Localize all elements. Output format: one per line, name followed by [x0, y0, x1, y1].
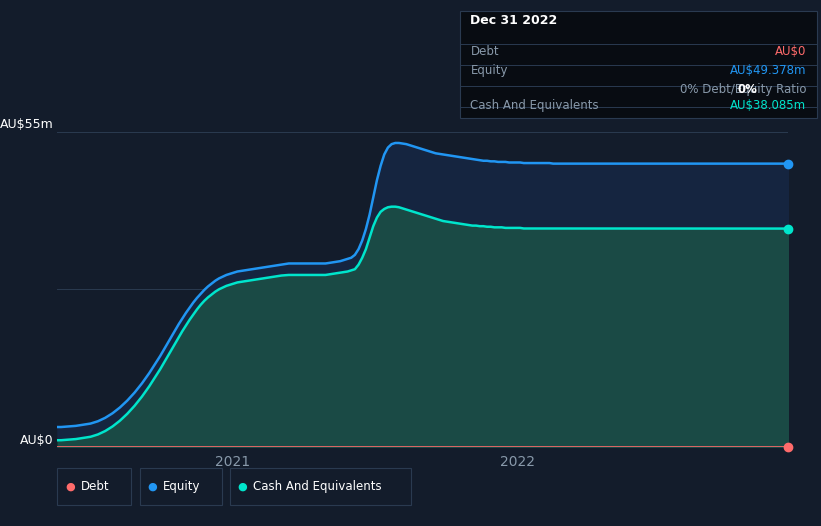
Text: AU$0: AU$0	[21, 434, 54, 447]
Text: ●: ●	[65, 481, 75, 492]
Text: Debt: Debt	[80, 480, 109, 493]
Text: Cash And Equivalents: Cash And Equivalents	[470, 99, 599, 113]
Text: AU$49.378m: AU$49.378m	[730, 64, 806, 77]
Text: Equity: Equity	[470, 64, 508, 77]
Text: 0%: 0%	[737, 83, 757, 96]
Text: 0% Debt/Equity Ratio: 0% Debt/Equity Ratio	[680, 83, 806, 96]
Text: Debt: Debt	[470, 45, 499, 58]
Text: Dec 31 2022: Dec 31 2022	[470, 14, 557, 27]
Text: ●: ●	[147, 481, 157, 492]
Text: AU$0: AU$0	[775, 45, 806, 58]
Text: AU$55m: AU$55m	[0, 118, 54, 132]
Text: ●: ●	[237, 481, 247, 492]
Text: Cash And Equivalents: Cash And Equivalents	[253, 480, 382, 493]
Text: Equity: Equity	[163, 480, 200, 493]
Text: AU$38.085m: AU$38.085m	[730, 99, 806, 113]
